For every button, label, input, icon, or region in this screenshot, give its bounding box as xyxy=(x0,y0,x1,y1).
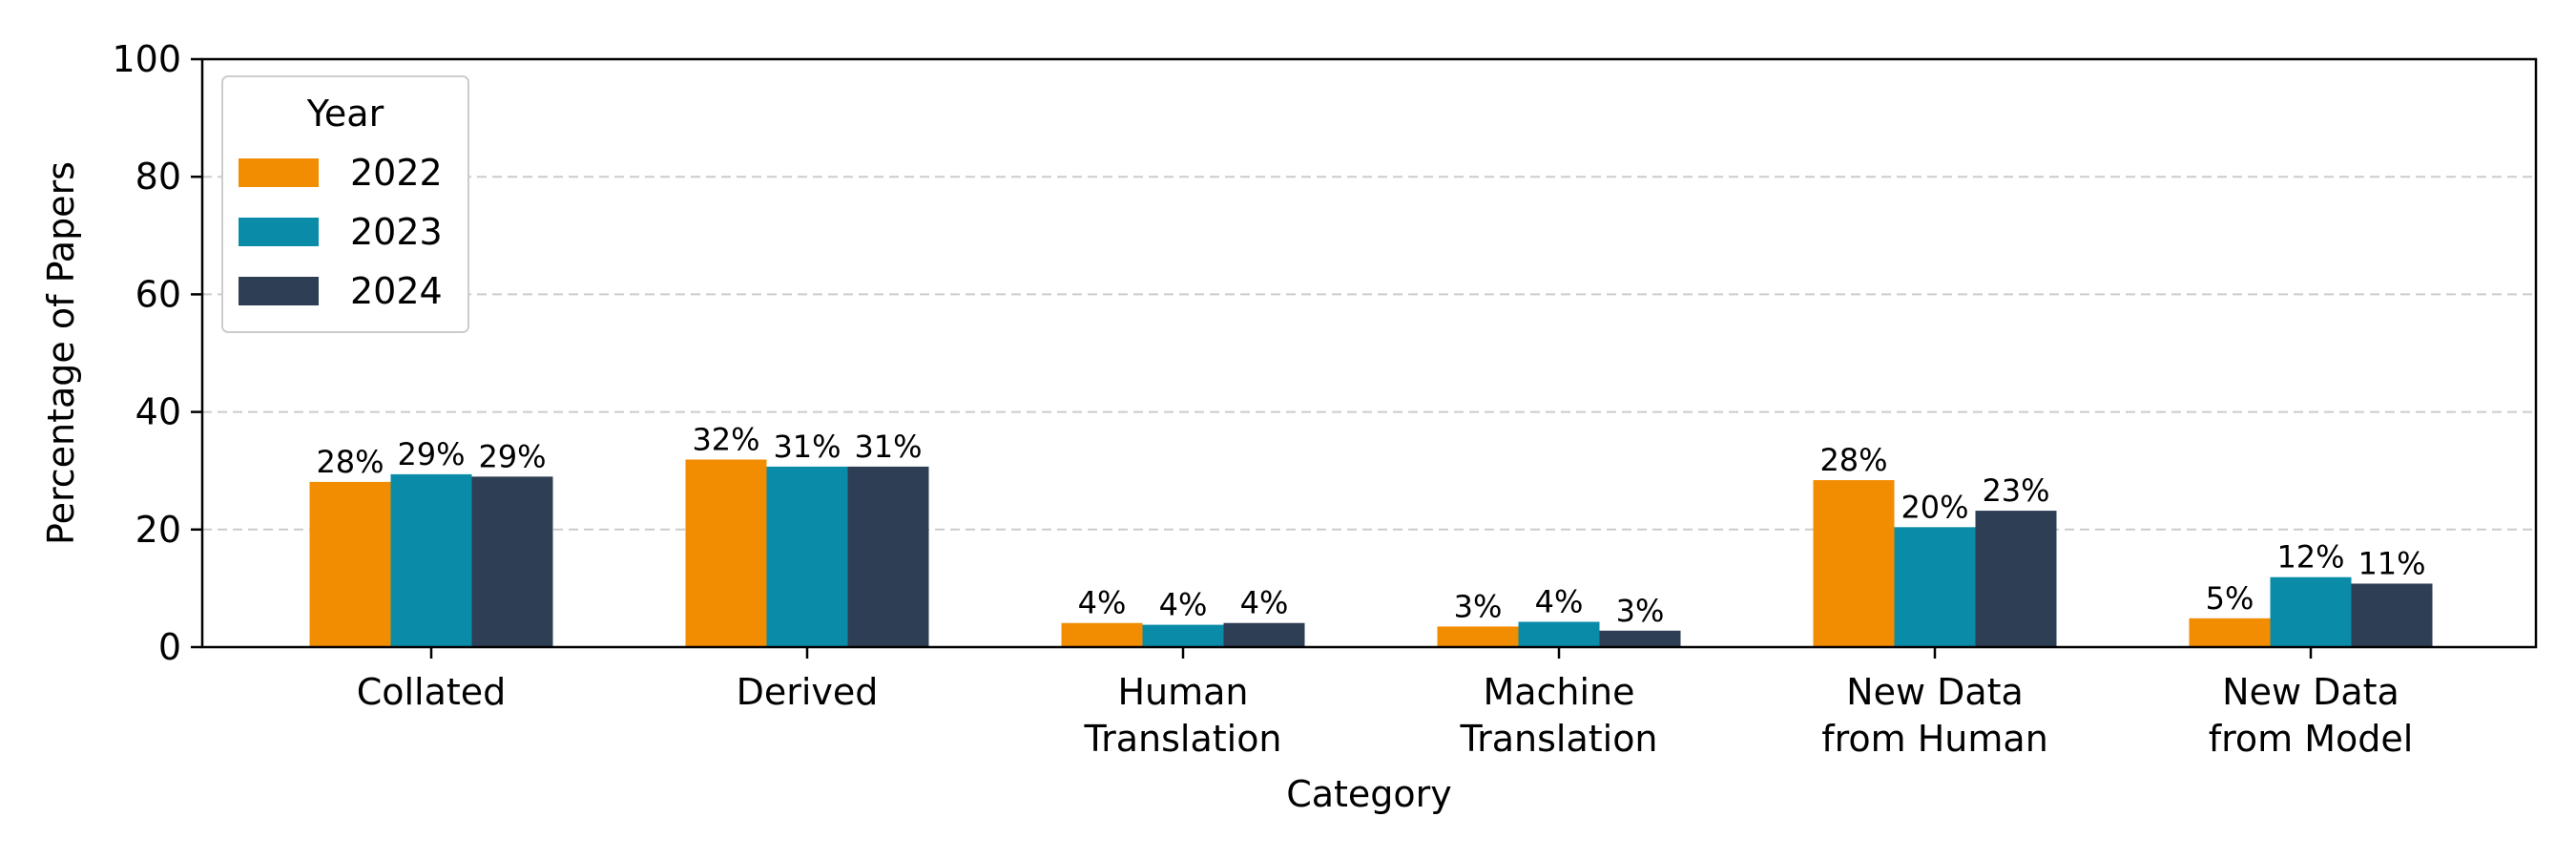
legend-swatch xyxy=(239,277,319,305)
legend-swatch xyxy=(239,158,319,187)
bar xyxy=(1975,511,2057,647)
y-tick-label: 100 xyxy=(112,38,181,80)
bar-value-label: 4% xyxy=(1159,587,1208,623)
bar xyxy=(1518,621,1600,647)
y-tick-label: 80 xyxy=(135,156,181,198)
bar-value-label: 29% xyxy=(397,436,465,472)
bar xyxy=(685,459,767,647)
legend-items: 2022 2023 2024 xyxy=(239,152,443,312)
bar-value-labels: 28% 29% 29% 32% 31% 31% 4% 4% 4% 3% 4% 3% 28% 20% 23% 5… xyxy=(316,421,2425,628)
bar xyxy=(309,481,391,647)
bar xyxy=(1437,626,1519,647)
bar xyxy=(2270,576,2352,647)
bar-value-label: 28% xyxy=(1819,442,1887,478)
bar-value-label: 3% xyxy=(1454,588,1503,624)
bar xyxy=(766,466,848,647)
y-axis-title: Percentage of Papers xyxy=(40,161,82,545)
bar-value-label: 32% xyxy=(692,421,759,457)
x-tick-label: from Human xyxy=(1821,718,2048,760)
y-gridlines xyxy=(202,176,2536,531)
bars xyxy=(309,459,2433,647)
x-tick-label: New Data xyxy=(2222,671,2399,713)
bar xyxy=(1142,624,1224,647)
y-axis-ticks: 0 20 40 60 80 100 xyxy=(112,38,202,668)
x-tick-label: Collated xyxy=(357,671,507,713)
bar-value-label: 4% xyxy=(1078,585,1127,621)
legend-label: 2023 xyxy=(350,211,443,253)
bar-value-label: 3% xyxy=(1616,593,1665,629)
legend-box xyxy=(221,75,469,333)
bar xyxy=(1599,630,1681,647)
bar-value-label: 23% xyxy=(1982,472,2049,509)
plot-frame xyxy=(200,57,2538,649)
bar-value-label: 31% xyxy=(854,429,922,465)
bar xyxy=(471,476,553,647)
x-tick-label: Human xyxy=(1117,671,1248,713)
legend-label: 2024 xyxy=(350,270,443,312)
bar-value-label: 28% xyxy=(316,444,384,480)
x-axis-ticks: Collated Derived Human Translation Machine Tr… xyxy=(357,647,2414,760)
x-axis-title: Category xyxy=(1286,773,1452,815)
bar-value-label: 5% xyxy=(2206,580,2254,617)
bar xyxy=(1223,622,1305,647)
bar-value-label: 31% xyxy=(773,429,841,465)
x-tick-label: from Model xyxy=(2209,718,2414,760)
bar xyxy=(2351,583,2433,647)
x-tick-label: Derived xyxy=(737,671,879,713)
bar-value-label: 20% xyxy=(1901,489,1968,525)
bar-value-label: 12% xyxy=(2276,539,2344,576)
x-tick-label: Machine xyxy=(1483,671,1634,713)
legend: Year 2022 2023 2024 xyxy=(221,75,469,333)
bar xyxy=(1813,480,1895,647)
bar-value-label: 4% xyxy=(1240,585,1289,621)
bar-value-label: 29% xyxy=(478,438,546,474)
y-tick-label: 60 xyxy=(135,273,181,315)
bar xyxy=(847,466,929,647)
legend-swatch xyxy=(239,218,319,246)
x-tick-label: Translation xyxy=(1459,718,1657,760)
bar xyxy=(2189,618,2271,647)
bar xyxy=(1894,527,1976,647)
legend-title: Year xyxy=(306,93,384,135)
y-tick-label: 40 xyxy=(135,391,181,433)
bar xyxy=(390,473,472,647)
legend-label: 2022 xyxy=(350,152,443,194)
bar-value-label: 4% xyxy=(1535,584,1584,620)
bar-value-label: 11% xyxy=(2358,545,2425,581)
x-tick-label: New Data xyxy=(1846,671,2024,713)
y-tick-label: 20 xyxy=(135,509,181,551)
bar xyxy=(1061,622,1143,647)
y-tick-label: 0 xyxy=(158,626,181,668)
x-tick-label: Translation xyxy=(1083,718,1281,760)
